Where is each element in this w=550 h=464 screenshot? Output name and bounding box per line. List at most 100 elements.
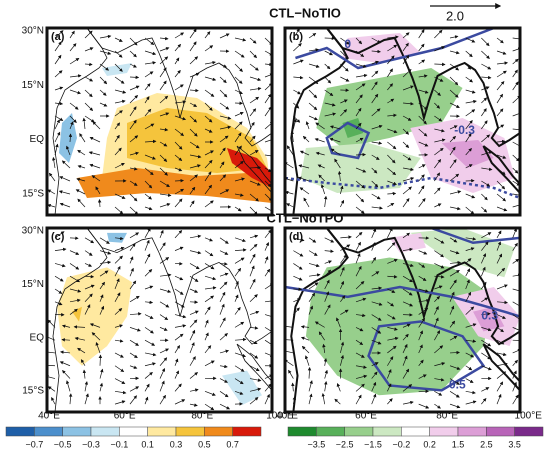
wind-vector xyxy=(115,90,126,93)
wind-vector xyxy=(250,279,255,289)
colorbar-swatch xyxy=(176,427,204,436)
wind-vector xyxy=(205,90,214,96)
wind-vector xyxy=(85,103,93,111)
wind-vector xyxy=(513,82,518,90)
contour-label: 0.5 xyxy=(449,378,466,392)
colorbar-label: −0.5 xyxy=(54,439,72,449)
wind-vector xyxy=(175,325,186,327)
wind-vector xyxy=(387,203,393,207)
shading xyxy=(222,371,262,405)
wind-vector xyxy=(434,30,442,38)
wind-vector xyxy=(309,394,311,404)
y-axis-label: 15°S xyxy=(22,188,44,199)
wind-vector xyxy=(55,289,62,293)
wind-vector xyxy=(450,36,458,38)
wind-vector xyxy=(160,302,169,307)
wind-vector xyxy=(293,77,302,78)
wind-vector xyxy=(513,168,518,173)
wind-vector xyxy=(175,276,183,279)
wind-vector xyxy=(497,194,505,201)
wind-vector xyxy=(90,165,100,168)
x-axis-label: 60°E xyxy=(114,411,136,422)
wind-vector xyxy=(100,369,102,378)
colorbar-swatch xyxy=(373,427,401,436)
wind-vector xyxy=(145,270,152,277)
wind-vector xyxy=(190,389,198,391)
colorbar-swatch xyxy=(515,427,543,436)
x-axis-label: 80°E xyxy=(191,411,213,422)
wind-vector xyxy=(325,370,327,378)
wind-vector xyxy=(387,142,395,149)
wind-vector xyxy=(55,103,62,104)
wind-vector xyxy=(250,327,258,328)
wind-vector xyxy=(78,199,85,207)
wind-vector xyxy=(85,77,92,81)
wind-vector xyxy=(325,64,330,69)
colorbar-swatch xyxy=(458,427,486,436)
wind-vector xyxy=(130,396,137,404)
shading xyxy=(342,33,420,63)
shading xyxy=(102,63,132,76)
wind-vector xyxy=(265,94,271,103)
wind-vector xyxy=(293,263,302,269)
wind-vector xyxy=(89,152,100,155)
wind-vector xyxy=(115,391,126,393)
wind-vector xyxy=(190,73,199,77)
wind-vector xyxy=(466,401,476,404)
wind-vector xyxy=(205,77,216,80)
wind-vector xyxy=(287,204,294,207)
wind-vector xyxy=(419,251,427,254)
wind-vector xyxy=(160,68,166,77)
wind-vector xyxy=(220,351,228,353)
wind-vector xyxy=(130,233,138,238)
wind-vector xyxy=(190,357,195,366)
panel-label: (b) xyxy=(289,31,303,43)
wind-vector xyxy=(340,237,351,238)
wind-vector xyxy=(190,330,195,340)
wind-vector xyxy=(115,379,125,384)
wind-vector xyxy=(309,64,319,67)
wind-vector xyxy=(130,366,137,368)
wind-vector xyxy=(130,257,133,264)
wind-vector xyxy=(309,103,317,110)
wind-vector xyxy=(145,194,151,199)
map-layer xyxy=(285,28,520,215)
map-content xyxy=(44,228,275,412)
wind-vector xyxy=(235,90,242,94)
wind-vector xyxy=(372,207,383,208)
wind-vector xyxy=(115,256,122,263)
colorbar-label: −1.5 xyxy=(364,439,382,449)
wind-vector xyxy=(63,371,70,379)
wind-vector xyxy=(52,398,55,405)
wind-vector xyxy=(190,311,198,314)
wind-vector xyxy=(70,76,81,77)
wind-vector xyxy=(356,207,364,213)
wind-vector xyxy=(130,296,139,302)
wind-vector xyxy=(497,82,504,90)
map-content xyxy=(47,28,274,215)
x-axis-label: 100°E xyxy=(515,411,543,422)
wind-vector xyxy=(250,88,261,90)
wind-vector xyxy=(235,64,242,71)
wind-vector xyxy=(55,116,63,121)
wind-vector xyxy=(481,399,486,405)
wind-vector xyxy=(130,64,136,67)
wind-vector xyxy=(53,158,55,168)
wind-vector xyxy=(220,90,227,97)
wind-vector xyxy=(220,366,227,367)
wind-vector xyxy=(325,251,334,252)
colorbar-label: −0.7 xyxy=(25,439,43,449)
wind-vector xyxy=(356,395,361,404)
wind-vector xyxy=(481,38,489,46)
wind-vector xyxy=(335,399,340,404)
wind-vector xyxy=(250,254,255,263)
wind-vector xyxy=(235,238,245,241)
wind-vector xyxy=(340,64,348,71)
wind-vector xyxy=(372,142,382,144)
wind-vector xyxy=(55,71,62,77)
wind-vector xyxy=(145,286,153,289)
wind-vector xyxy=(286,192,294,194)
wind-vector xyxy=(325,382,327,392)
colorbar-label: 1.5 xyxy=(452,439,465,449)
